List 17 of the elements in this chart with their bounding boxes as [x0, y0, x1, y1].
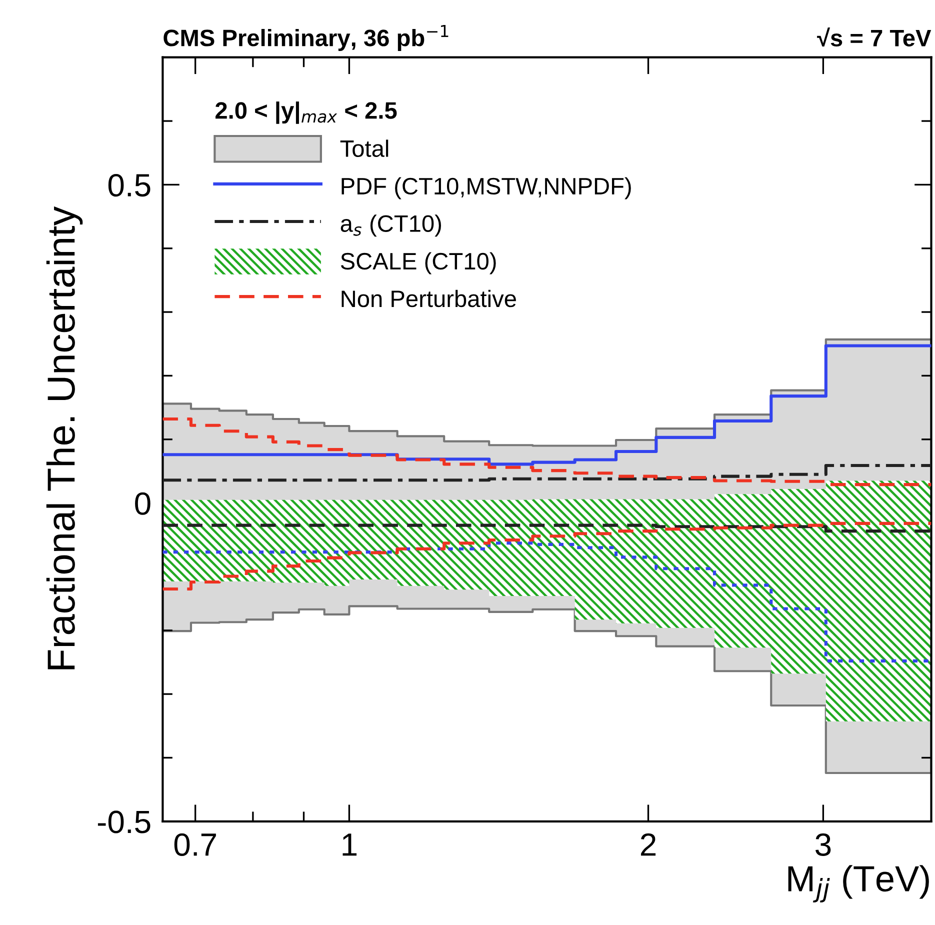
x-axis-title: M$_{jj}$ (TeV) — [788, 865, 929, 902]
x-tick-label: 3 — [816, 833, 831, 856]
y-tick-label: 0.5 — [108, 174, 150, 197]
legend-label: Non Perturbative — [342, 290, 516, 308]
legend-label: a$_{s}$ (CT10) — [340, 214, 441, 237]
x-tick-label: 2 — [640, 833, 656, 856]
chart-subtitle: √s = 7 TeV — [817, 28, 932, 47]
x-tick-label: 0.7 — [174, 833, 216, 856]
legend-title: 2.0 < |y|$_{max}$ < 2.5 — [216, 102, 397, 124]
legend-label: SCALE (CT10) — [340, 252, 496, 274]
legend-label: PDF (CT10,MSTW,NNPDF) — [342, 177, 631, 200]
y-tick-label: -0.5 — [98, 810, 150, 834]
x-tick-label: 1 — [342, 834, 357, 856]
chart-title: CMS Preliminary, 36 pb$^{−1}$ — [164, 24, 448, 51]
y-axis-title: Fractional The. Uncertainty — [46, 206, 83, 670]
legend-label: Total — [340, 140, 388, 158]
y-tick-label: 0 — [135, 492, 150, 515]
